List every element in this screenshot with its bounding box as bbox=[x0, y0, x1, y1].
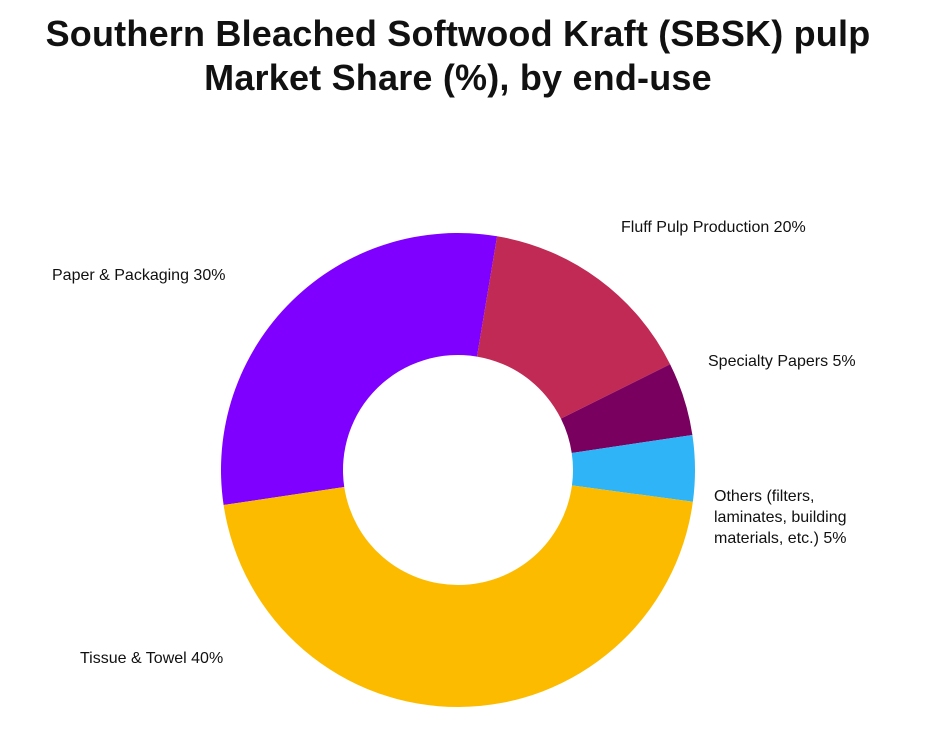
label-others-line-2: laminates, building bbox=[714, 509, 847, 526]
chart-title-line-2: Market Share (%), by end-use bbox=[204, 57, 712, 98]
slice-paper-packaging bbox=[221, 232, 498, 506]
slice-tissue-towel bbox=[223, 485, 693, 707]
label-tissue-towel: Tissue & Towel 40% bbox=[80, 650, 224, 667]
label-fluff-pulp: Fluff Pulp Production 20% bbox=[621, 219, 806, 236]
chart-title: Southern Bleached Softwood Kraft (SBSK) … bbox=[0, 12, 916, 100]
slice-fluff-pulp bbox=[476, 236, 671, 419]
label-specialty-papers: Specialty Papers 5% bbox=[708, 353, 856, 370]
label-paper-packaging: Paper & Packaging 30% bbox=[52, 267, 226, 284]
label-others-line-3: materials, etc.) 5% bbox=[714, 530, 847, 547]
chart-title-line-1: Southern Bleached Softwood Kraft (SBSK) … bbox=[45, 13, 871, 54]
label-others: Others (filters, laminates, building mat… bbox=[714, 486, 847, 549]
slice-specialty-papers bbox=[560, 364, 693, 454]
slice-others bbox=[571, 434, 695, 502]
label-others-line-1: Others (filters, bbox=[714, 488, 815, 505]
